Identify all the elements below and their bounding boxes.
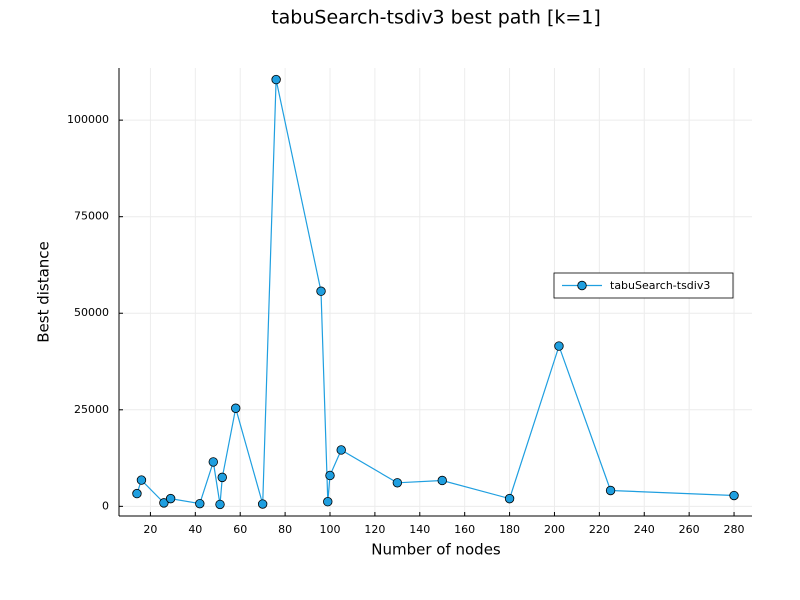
x-tick-label: 220 — [589, 523, 610, 536]
data-point — [323, 497, 333, 507]
data-point — [136, 475, 147, 485]
x-tick-label: 180 — [499, 523, 520, 536]
data-point — [504, 493, 515, 504]
x-tick-label: 200 — [544, 523, 565, 536]
legend-marker — [577, 280, 587, 291]
x-axis-label: Number of nodes — [371, 541, 501, 559]
y-axis-ticks: 0 25000 50000 75000 100000 — [67, 113, 123, 512]
y-tick-label: 50000 — [74, 306, 109, 319]
data-point — [217, 472, 227, 483]
y-tick-label: 100000 — [67, 113, 109, 126]
x-axis-ticks: 20 40 60 80 100 120 140 160 180 200 220 240 260 280 — [143, 512, 745, 536]
data-point — [336, 445, 346, 455]
x-tick-label: 60 — [233, 523, 247, 536]
data-point — [215, 499, 225, 510]
data-point — [437, 475, 447, 486]
legend: tabuSearch-tsdiv3 — [553, 272, 734, 299]
x-tick-label: 240 — [634, 523, 655, 536]
x-tick-label: 40 — [188, 523, 202, 536]
legend-label: tabuSearch-tsdiv3 — [610, 279, 710, 292]
chart-title: tabuSearch-tsdiv3 best path [k=1] — [271, 7, 601, 29]
x-tick-label: 260 — [679, 523, 700, 536]
data-point — [132, 488, 142, 499]
y-tick-label: 75000 — [74, 210, 109, 223]
data-point — [325, 470, 335, 481]
data-point — [271, 74, 281, 85]
x-tick-label: 160 — [454, 523, 475, 536]
data-point — [165, 493, 176, 504]
y-gridlines — [119, 119, 752, 507]
x-tick-label: 120 — [364, 523, 385, 536]
y-axis-label: Best distance — [35, 241, 53, 343]
y-tick-label: 25000 — [74, 403, 109, 416]
x-tick-label: 20 — [143, 523, 157, 536]
y-tick-label: 0 — [102, 499, 109, 512]
data-point — [729, 490, 739, 501]
x-tick-label: 100 — [320, 523, 341, 536]
data-point — [554, 341, 564, 351]
series-points-group — [132, 74, 739, 510]
x-tick-label: 140 — [409, 523, 430, 536]
data-point — [392, 478, 403, 488]
x-tick-label: 80 — [278, 523, 292, 536]
x-tick-label: 280 — [724, 523, 745, 536]
data-point — [257, 499, 268, 509]
data-point — [605, 485, 616, 496]
data-point — [159, 498, 169, 508]
data-point — [231, 403, 241, 413]
data-point — [195, 498, 205, 509]
data-point — [208, 457, 218, 467]
data-point — [316, 286, 326, 296]
